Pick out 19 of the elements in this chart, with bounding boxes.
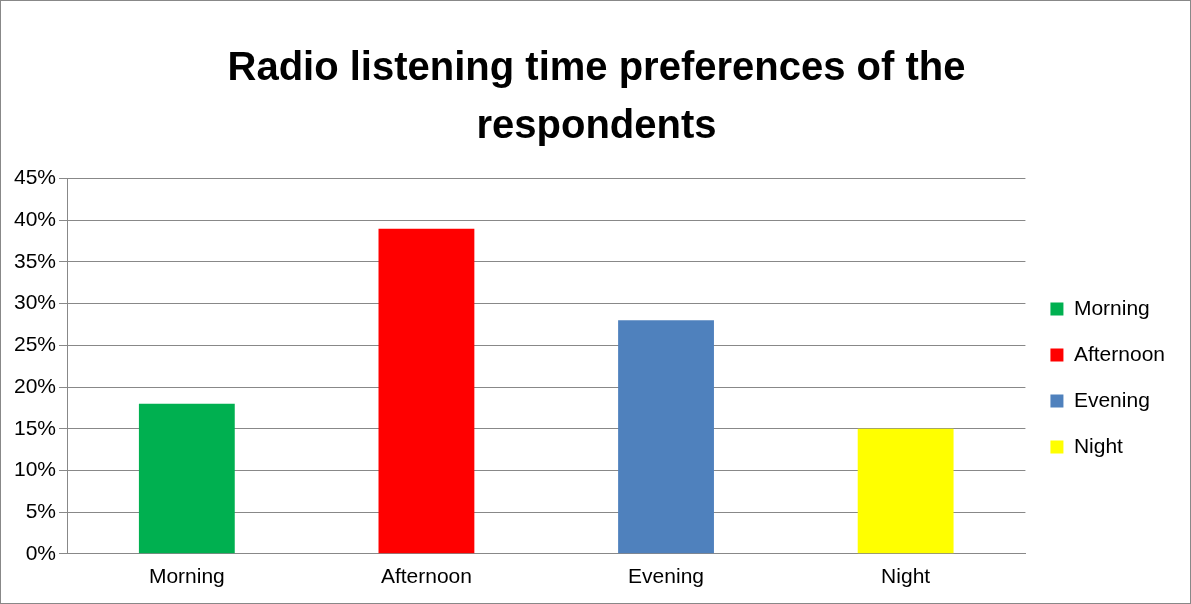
chart-title: Radio listening time preferences of the respondents	[226, 43, 967, 148]
y-tick-label: 0%	[25, 540, 57, 564]
y-tick-label: 15%	[14, 415, 57, 439]
x-tick-label: Morning	[148, 564, 225, 588]
y-tick-label: 35%	[14, 248, 57, 272]
legend-label: Morning	[1073, 295, 1150, 319]
legend-label: Evening	[1073, 387, 1150, 411]
x-tick-label: Night	[881, 564, 931, 588]
legend-label: Afternoon	[1073, 341, 1166, 365]
x-tick-label: Afternoon	[380, 564, 472, 588]
y-tick-label: 30%	[14, 290, 57, 314]
y-tick-label: 45%	[14, 165, 57, 189]
y-tick-label: 40%	[14, 207, 57, 231]
x-tick-label: Evening	[628, 564, 704, 588]
y-tick-label: 10%	[14, 457, 57, 481]
y-tick-label: 25%	[14, 332, 57, 356]
y-tick-label: 20%	[14, 373, 57, 397]
y-tick-label: 5%	[25, 498, 57, 522]
legend-label: Night	[1073, 433, 1124, 457]
